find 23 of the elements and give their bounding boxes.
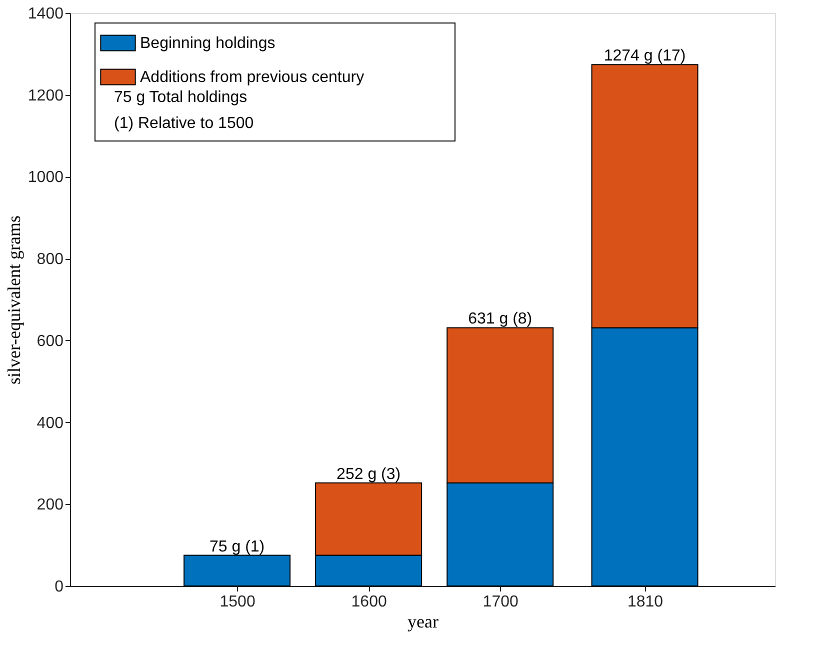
total-label: 75 g (1) — [209, 538, 265, 556]
y-tick-label: 0 — [54, 578, 64, 596]
y-tick-label: 1000 — [28, 169, 64, 186]
y-tick-label: 600 — [36, 332, 64, 350]
annotation: 75 g Total holdings — [114, 89, 248, 106]
legend-label: Additions from previous century — [140, 69, 364, 86]
x-tick-label: 1600 — [351, 594, 387, 610]
y-tick-label: 1200 — [28, 87, 64, 104]
total-label: 252 g (3) — [336, 466, 401, 483]
x-tick-label: 1700 — [482, 594, 518, 610]
bar — [184, 554, 291, 586]
x-tick-label: 1500 — [220, 594, 256, 610]
y-tick-label: 200 — [36, 496, 64, 514]
y-tick-label: 1400 — [28, 6, 64, 22]
y-axis-title: silver-equivalent grams — [4, 215, 24, 385]
total-label: 631 g (8) — [468, 310, 532, 328]
annotation: (1) Relative to 1500 — [114, 115, 254, 132]
total-label: 1274 g (17) — [604, 48, 686, 65]
y-tick-label: 800 — [36, 251, 64, 268]
legend-label: Beginning holdings — [140, 35, 276, 52]
x-tick-label: 1810 — [627, 594, 664, 610]
y-tick-label: 400 — [36, 414, 64, 432]
x-axis-title: year — [408, 612, 438, 632]
